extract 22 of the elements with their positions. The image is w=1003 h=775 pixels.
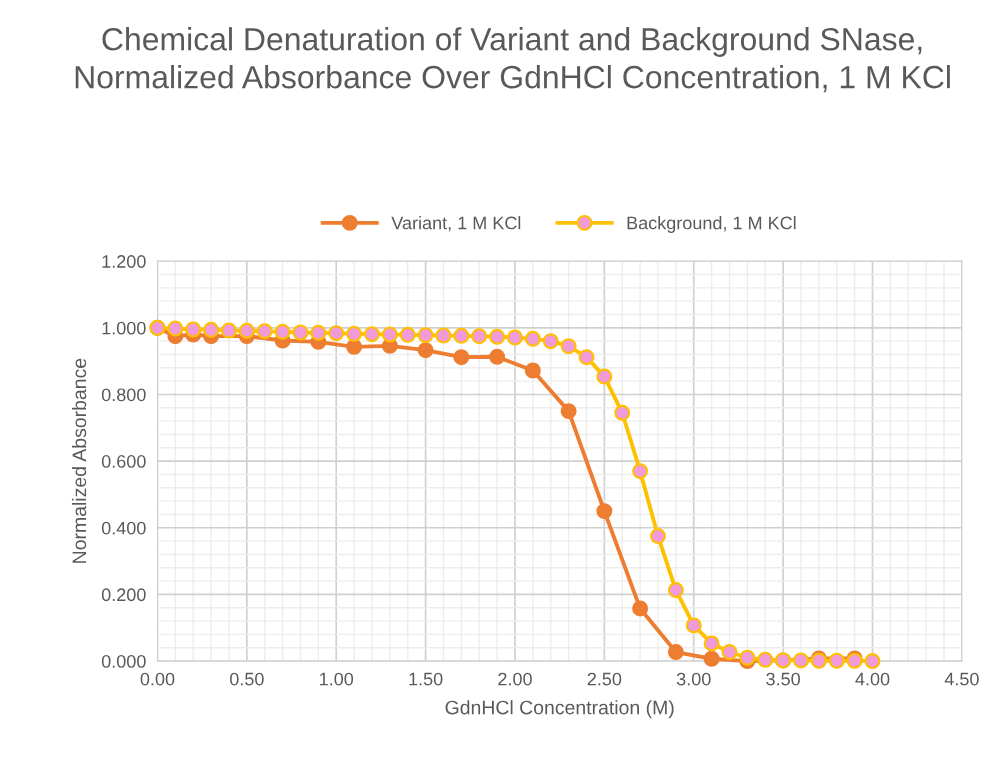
- x-tick-label: 4.50: [944, 672, 979, 686]
- chart-title: Chemical Denaturation of Variant and Background SNase, Normalized Absorbance Over GdnHCl Concentration, 1 M KCl: [75, 27, 950, 93]
- x-tick-label: 2.50: [587, 672, 622, 686]
- y-tick-label: 1.000: [102, 321, 146, 335]
- x-tick-label: 0.50: [229, 672, 264, 686]
- y-axis-title: Normalized Absorbance: [71, 358, 87, 563]
- y-tick-label: 0.800: [101, 388, 146, 402]
- x-tick-label: 1.00: [320, 672, 354, 686]
- x-tick-label: 3.00: [676, 672, 711, 686]
- x-tick-label: 4.00: [855, 672, 890, 686]
- x-tick-label: 0.00: [140, 672, 175, 686]
- y-tick-label: 1.200: [102, 255, 146, 268]
- y-tick-label: 0.600: [101, 455, 146, 468]
- x-tick-label: 2.00: [498, 672, 532, 686]
- y-tick-label: 0.400: [101, 521, 146, 535]
- legend-label: Variant, 1 M KCl: [391, 216, 521, 232]
- y-tick-label: 0.200: [101, 588, 146, 602]
- x-axis-title: GdnHCl Concentration (M): [445, 700, 674, 719]
- y-tick-label: 0.000: [101, 655, 146, 668]
- x-tick-label: 3.50: [766, 672, 800, 686]
- x-tick-label: 1.50: [409, 672, 443, 686]
- legend-label: Background, 1 M KCl: [627, 216, 796, 233]
